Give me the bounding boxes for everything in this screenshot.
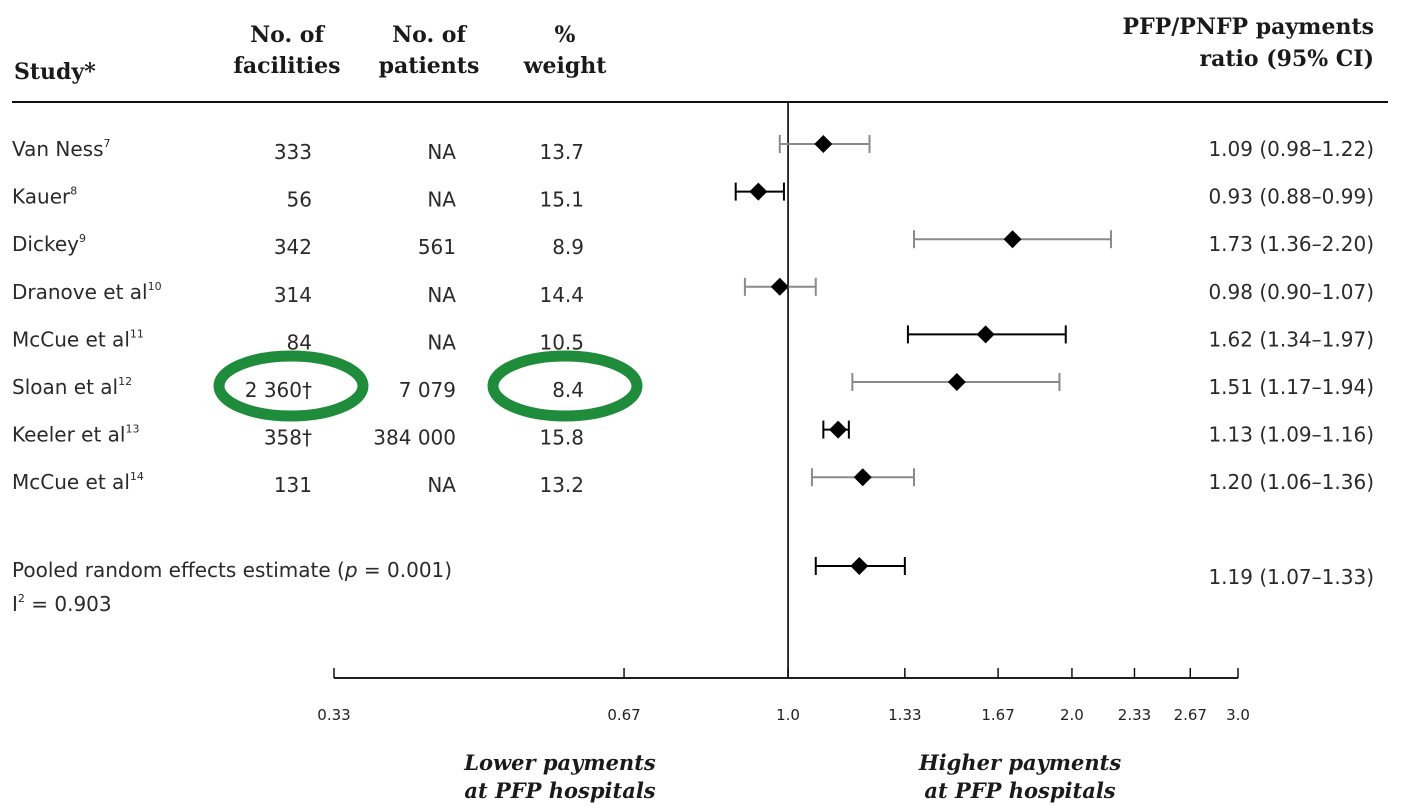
footer-left-line1: Lower payments	[463, 750, 656, 775]
point-estimate-diamond	[749, 182, 768, 201]
footer-right-line1: Higher payments	[918, 750, 1122, 775]
study-name: Dranove et al10	[12, 280, 162, 304]
weight-cell: 8.4	[552, 378, 584, 402]
header-ratio-line1: PFP/PNFP payments	[1123, 14, 1374, 40]
header-facilities-line2: facilities	[233, 53, 340, 79]
x-tick-label: 3.0	[1226, 706, 1250, 724]
x-tick-label: 1.33	[888, 706, 921, 724]
study-rows: Van Ness7 333 NA 13.7 1.09 (0.98–1.22) Kauer8…	[12, 137, 1374, 497]
x-tick-label: 2.67	[1174, 706, 1207, 724]
study-ci-mark	[743, 277, 817, 296]
i2-label: I2 = 0.903	[12, 592, 112, 616]
patients-cell: NA	[427, 188, 456, 212]
patients-cell: NA	[427, 283, 456, 307]
facilities-cell: 2 360†	[245, 378, 312, 402]
point-estimate-diamond	[770, 277, 789, 296]
patients-cell: NA	[427, 140, 456, 164]
point-estimate-diamond	[829, 420, 848, 439]
study-name: Sloan et al12	[12, 375, 132, 399]
facilities-cell: 314	[274, 283, 312, 307]
ci-text: 1.13 (1.09–1.16)	[1208, 423, 1374, 447]
study-ci-mark	[851, 373, 1061, 391]
x-tick-label: 0.67	[607, 706, 640, 724]
weight-cell: 13.7	[539, 140, 584, 164]
point-estimate-diamond	[850, 557, 869, 575]
study-ci-mark	[912, 230, 1112, 249]
facilities-cell: 84	[287, 330, 312, 354]
study-ci-mark	[810, 468, 915, 487]
patients-cell: NA	[427, 473, 456, 497]
x-tick-label: 2.0	[1060, 706, 1084, 724]
ci-text: 1.73 (1.36–2.20)	[1208, 232, 1374, 256]
facilities-cell: 333	[274, 140, 312, 164]
point-estimate-diamond	[1003, 230, 1022, 249]
facilities-cell: 56	[287, 188, 312, 212]
point-estimate-diamond	[814, 135, 833, 153]
footer-left-line2: at PFP hospitals	[464, 778, 655, 803]
pooled-ci-mark	[814, 557, 906, 575]
study-name: Keeler et al13	[12, 423, 140, 447]
weight-cell: 8.9	[552, 235, 584, 259]
ci-text: 0.98 (0.90–1.07)	[1208, 280, 1374, 304]
point-estimate-diamond	[853, 468, 872, 487]
x-tick-label: 0.33	[317, 706, 350, 724]
highlight-annotations	[213, 350, 643, 422]
patients-cell: 7 079	[399, 378, 456, 402]
pooled-ci-text: 1.19 (1.07–1.33)	[1208, 565, 1374, 589]
patients-cell: 384 000	[373, 426, 456, 450]
header-study: Study*	[14, 59, 96, 85]
weight-cell: 15.1	[539, 188, 584, 212]
x-tick-label: 1.67	[981, 706, 1014, 724]
ci-text: 1.20 (1.06–1.36)	[1208, 470, 1374, 494]
patients-cell: 561	[418, 235, 456, 259]
facilities-cell: 342	[274, 235, 312, 259]
study-ci-mark	[822, 420, 850, 439]
study-ci-mark	[906, 325, 1067, 344]
x-tick-label: 2.33	[1118, 706, 1151, 724]
ci-text: 1.62 (1.34–1.97)	[1208, 327, 1374, 351]
plot-area: 0.33 0.67 1.0 1.33 1.67 2.0 2.33 2.67 3.0	[317, 102, 1250, 724]
pooled-label: Pooled random effects estimate (p = 0.00…	[12, 558, 452, 582]
study-ci-mark	[734, 182, 785, 201]
weight-cell: 15.8	[539, 426, 584, 450]
ci-text: 1.09 (0.98–1.22)	[1208, 137, 1374, 161]
point-estimate-diamond	[947, 373, 966, 391]
point-estimate-diamond	[976, 325, 995, 344]
header-ratio-line2: ratio (95% CI)	[1200, 46, 1375, 72]
header-patients-line2: patients	[379, 53, 480, 79]
header-weight-line1: %	[555, 22, 576, 48]
patients-cell: NA	[427, 330, 456, 354]
facilities-cell: 131	[274, 473, 312, 497]
x-tick-label: 1.0	[776, 706, 800, 724]
weight-cell: 13.2	[539, 473, 584, 497]
highlight-weight-ellipse	[487, 350, 643, 422]
study-name: Kauer8	[12, 185, 77, 209]
header-patients-line1: No. of	[392, 22, 467, 48]
footer-right-line2: at PFP hospitals	[924, 778, 1115, 803]
weight-cell: 14.4	[539, 283, 584, 307]
weight-cell: 10.5	[539, 330, 584, 354]
study-ci-mark	[778, 135, 871, 153]
study-name: McCue et al14	[12, 470, 144, 494]
highlight-facilities-ellipse	[213, 350, 369, 422]
header-weight-line2: weight	[523, 53, 608, 79]
ci-text: 1.51 (1.17–1.94)	[1208, 375, 1374, 399]
facilities-cell: 358†	[264, 426, 312, 450]
ci-text: 0.93 (0.88–0.99)	[1208, 185, 1374, 209]
study-name: Dickey9	[12, 232, 86, 256]
study-name: McCue et al11	[12, 327, 144, 351]
study-name: Van Ness7	[12, 137, 111, 161]
header-facilities-line1: No. of	[250, 22, 325, 48]
